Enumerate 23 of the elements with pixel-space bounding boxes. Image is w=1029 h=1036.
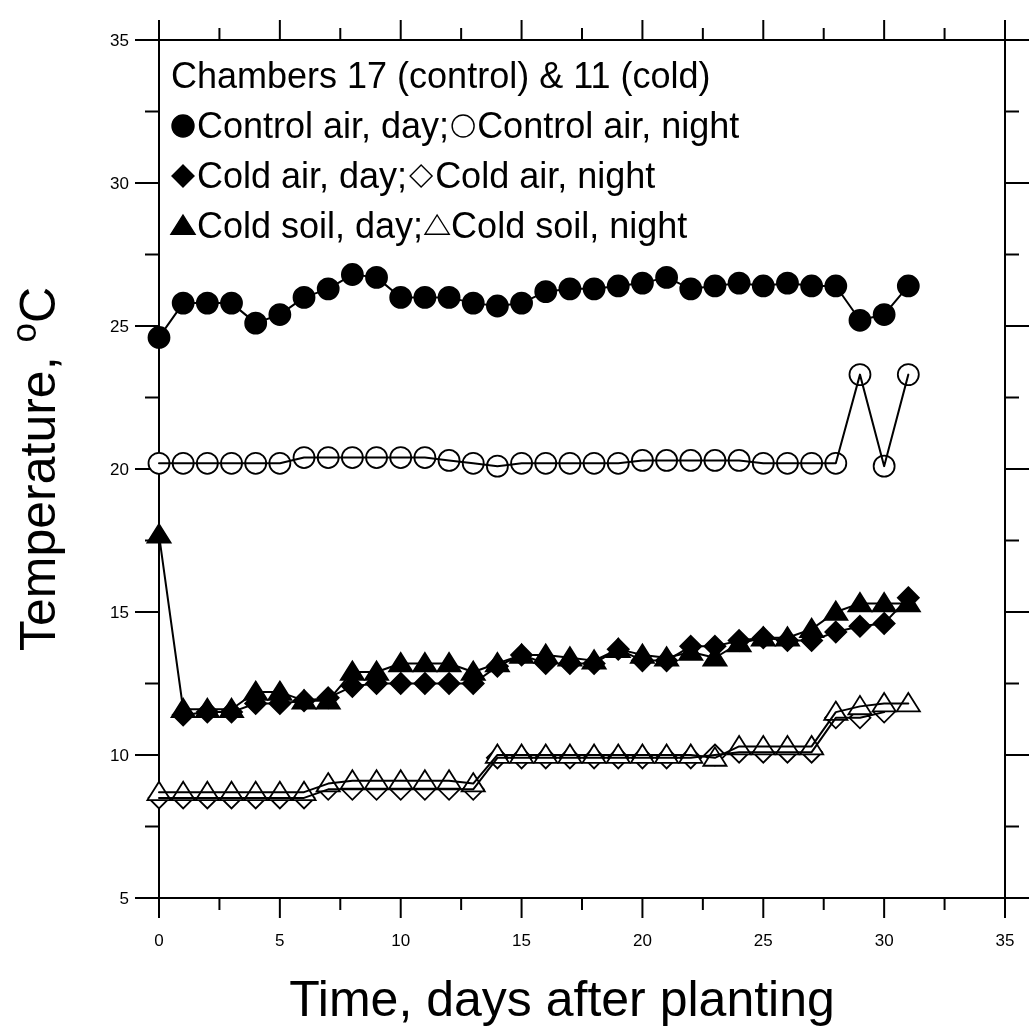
x-tick-label: 10 [391,931,411,950]
y-tick-label: 10 [110,746,129,765]
x-tick-label: 35 [995,931,1015,950]
x-tick-label: 30 [874,931,894,950]
x-axis-title: Time, days after planting [289,971,835,1027]
x-tick-label: 25 [753,931,773,950]
y-tick-label: 35 [110,31,129,50]
x-tick-label: 20 [632,931,652,950]
legend-title: Chambers 17 (control) & 11 (cold) [171,55,711,96]
y-tick-label: 25 [110,317,129,336]
legend-label: Cold soil, night [451,205,688,246]
legend-label: Control air, night [477,105,740,146]
y-tick-label: 15 [110,603,129,622]
x-tick-label: 15 [512,931,532,950]
y-tick-label: 5 [119,889,129,908]
legend-label: Cold soil, day; [197,205,424,246]
legend-label: Control air, day; [197,105,450,146]
x-tick-label: 0 [154,931,164,950]
y-tick-label: 30 [110,174,129,193]
legend-label: Cold air, night [435,155,656,196]
y-tick-label: 20 [110,460,129,479]
x-tick-label: 5 [275,931,285,950]
legend-label: Cold air, day; [197,155,408,196]
